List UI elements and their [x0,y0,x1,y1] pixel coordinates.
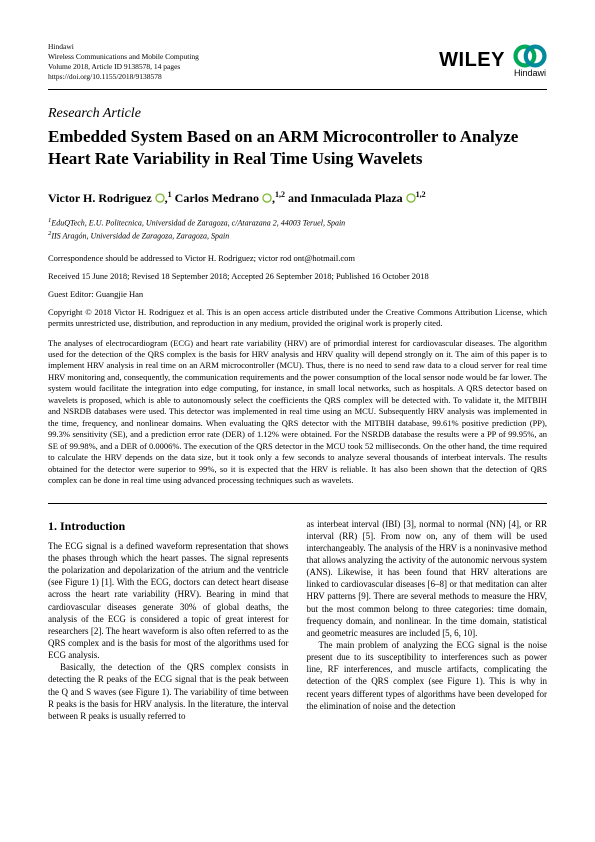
author-3-name: and Inmaculada Plaza [285,191,406,205]
orcid-icon [406,193,416,203]
orcid-icon [155,193,165,203]
section-1-heading: 1. Introduction [48,518,289,534]
article-title: Embedded System Based on an ARM Microcon… [48,126,547,170]
guest-editor-line: Guest Editor: Guangjie Han [48,289,547,299]
col2-para-1: as interbeat interval (IBI) [3], normal … [307,518,548,639]
pub-line-1: Hindawi [48,42,199,52]
col2-para-2: The main problem of analyzing the ECG si… [307,639,548,712]
author-1-name: Victor H. Rodriguez [48,191,155,205]
pub-line-2: Wireless Communications and Mobile Compu… [48,52,199,62]
col1-para-2: Basically, the detection of the QRS comp… [48,661,289,722]
hindawi-logo: Hindawi [513,42,547,78]
publisher-info: Hindawi Wireless Communications and Mobi… [48,42,199,83]
header-rule [48,89,547,90]
abstract-rule [48,503,547,504]
dates-line: Received 15 June 2018; Revised 18 Septem… [48,271,547,281]
col1-para-1: The ECG signal is a defined waveform rep… [48,540,289,661]
body-columns: 1. Introduction The ECG signal is a defi… [48,518,547,722]
correspondence-line: Correspondence should be addressed to Vi… [48,253,547,263]
author-3-sup: 1,2 [416,190,426,199]
author-2-sup: 1,2 [275,190,285,199]
affil-1: EduQTech, E.U. Politecnica, Universidad … [51,218,345,227]
hindawi-text: Hindawi [514,68,546,78]
column-left: 1. Introduction The ECG signal is a defi… [48,518,289,722]
pub-line-4: https://doi.org/10.1155/2018/9138578 [48,72,199,82]
authors-line: Victor H. Rodriguez ,1 Carlos Medrano ,1… [48,190,547,206]
hindawi-icon [513,42,547,70]
column-right: as interbeat interval (IBI) [3], normal … [307,518,548,722]
article-type: Research Article [48,106,547,122]
abstract-block: The analyses of electrocardiogram (ECG) … [48,338,547,487]
pub-line-3: Volume 2018, Article ID 9138578, 14 page… [48,62,199,72]
orcid-icon [262,193,272,203]
affil-2: IIS Aragón, Universidad de Zaragoza, Zar… [51,232,229,241]
copyright-block: Copyright © 2018 Victor H. Rodriguez et … [48,307,547,330]
publisher-logos: WILEY Hindawi [439,42,547,78]
wiley-logo: WILEY [439,49,505,72]
author-2-name: Carlos Medrano [172,191,262,205]
affiliations: 1EduQTech, E.U. Politecnica, Universidad… [48,216,547,243]
